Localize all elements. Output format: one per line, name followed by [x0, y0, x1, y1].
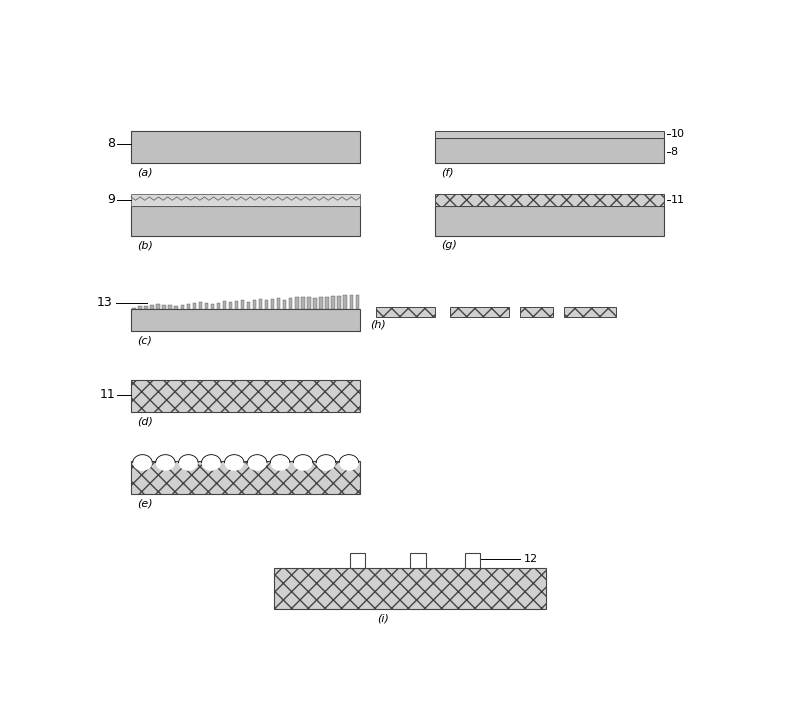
Bar: [307, 298, 310, 309]
Bar: [302, 297, 305, 309]
Bar: [265, 301, 268, 309]
Ellipse shape: [202, 455, 221, 471]
Text: (f): (f): [441, 167, 454, 178]
Bar: [350, 553, 366, 569]
Text: (i): (i): [378, 613, 389, 623]
Bar: [222, 301, 226, 309]
Bar: [131, 130, 360, 163]
Bar: [435, 205, 664, 236]
Text: 11: 11: [670, 195, 685, 205]
Text: 12: 12: [523, 554, 538, 564]
Text: (b): (b): [138, 240, 153, 250]
Ellipse shape: [270, 455, 290, 471]
Bar: [520, 307, 553, 317]
Ellipse shape: [225, 455, 244, 471]
Bar: [150, 305, 154, 309]
Bar: [138, 306, 142, 309]
Bar: [331, 296, 334, 309]
Text: (h): (h): [370, 320, 386, 330]
Bar: [435, 130, 664, 138]
Bar: [564, 307, 617, 317]
Bar: [131, 462, 360, 494]
Bar: [186, 304, 190, 309]
Bar: [210, 304, 214, 309]
Bar: [435, 194, 664, 205]
Bar: [338, 296, 341, 309]
Ellipse shape: [156, 455, 175, 471]
Bar: [253, 300, 256, 309]
Bar: [277, 298, 281, 309]
Ellipse shape: [316, 455, 336, 471]
Bar: [326, 297, 329, 309]
Text: 13: 13: [97, 296, 112, 309]
Bar: [314, 298, 317, 309]
Bar: [198, 302, 202, 309]
Bar: [271, 299, 274, 309]
Text: (d): (d): [138, 417, 153, 427]
Bar: [435, 138, 664, 163]
Text: 8: 8: [107, 137, 115, 150]
Text: 10: 10: [670, 129, 685, 139]
Bar: [205, 304, 208, 309]
Bar: [169, 305, 172, 309]
Ellipse shape: [133, 455, 152, 471]
Bar: [131, 194, 360, 205]
Bar: [156, 304, 160, 309]
Text: 9: 9: [108, 193, 115, 206]
Bar: [131, 309, 360, 331]
Ellipse shape: [178, 455, 198, 471]
Bar: [174, 306, 178, 309]
Text: 11: 11: [100, 388, 115, 401]
Text: (g): (g): [441, 240, 457, 250]
Text: 8: 8: [670, 146, 678, 157]
Bar: [247, 302, 250, 309]
Bar: [235, 301, 238, 309]
Bar: [289, 298, 293, 309]
Bar: [274, 569, 546, 609]
Text: (e): (e): [138, 498, 153, 508]
Bar: [465, 553, 480, 569]
Bar: [259, 298, 262, 309]
Bar: [350, 295, 353, 309]
Text: (c): (c): [138, 336, 152, 346]
Bar: [355, 296, 359, 309]
Bar: [229, 302, 232, 309]
Bar: [131, 205, 360, 236]
Text: (a): (a): [138, 167, 153, 178]
Bar: [450, 307, 509, 317]
Bar: [217, 303, 220, 309]
Bar: [343, 295, 347, 309]
Bar: [241, 300, 244, 309]
Bar: [283, 300, 286, 309]
Bar: [181, 305, 184, 309]
Bar: [144, 306, 148, 309]
Bar: [295, 297, 298, 309]
Ellipse shape: [339, 455, 358, 471]
Bar: [376, 307, 435, 317]
Ellipse shape: [247, 455, 267, 471]
Bar: [162, 305, 166, 309]
Bar: [319, 297, 322, 309]
Bar: [193, 303, 196, 309]
Bar: [131, 380, 360, 413]
Ellipse shape: [294, 455, 313, 471]
Bar: [410, 553, 426, 569]
Bar: [132, 308, 135, 309]
